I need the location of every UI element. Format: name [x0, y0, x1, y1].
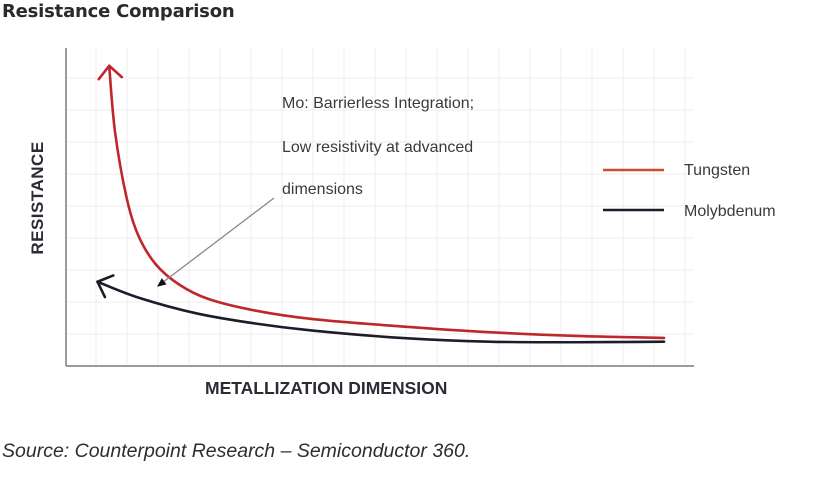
grid	[66, 48, 694, 366]
annotation-line-1: Mo: Barrierless Integration;	[282, 95, 474, 112]
legend-label-tungsten: Tungsten	[684, 162, 750, 179]
series-arrowhead-tungsten	[97, 64, 124, 81]
series-line-tungsten	[107, 64, 666, 340]
annotation-line-2: Low resistivity at advanced	[282, 139, 473, 156]
legend-label-molybdenum: Molybdenum	[684, 203, 776, 220]
annotation-line-3: dimensions	[282, 181, 363, 198]
series-line-molybdenum	[96, 280, 666, 344]
chart-title: Resistance Comparison	[2, 1, 235, 22]
legend: Tungsten Molybdenum	[603, 162, 776, 220]
x-axis-label: METALLIZATION DIMENSION	[205, 378, 448, 398]
source-note: Source: Counterpoint Research – Semicond…	[2, 440, 471, 462]
annotation-pointer-arrow	[156, 197, 275, 287]
series-arrowhead-molybdenum	[96, 274, 115, 299]
